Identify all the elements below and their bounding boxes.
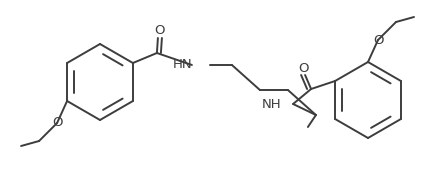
- Text: HN: HN: [172, 59, 192, 72]
- Text: O: O: [155, 24, 165, 38]
- Text: O: O: [52, 116, 62, 130]
- Text: O: O: [373, 33, 383, 47]
- Text: NH: NH: [261, 98, 281, 111]
- Text: O: O: [298, 63, 308, 75]
